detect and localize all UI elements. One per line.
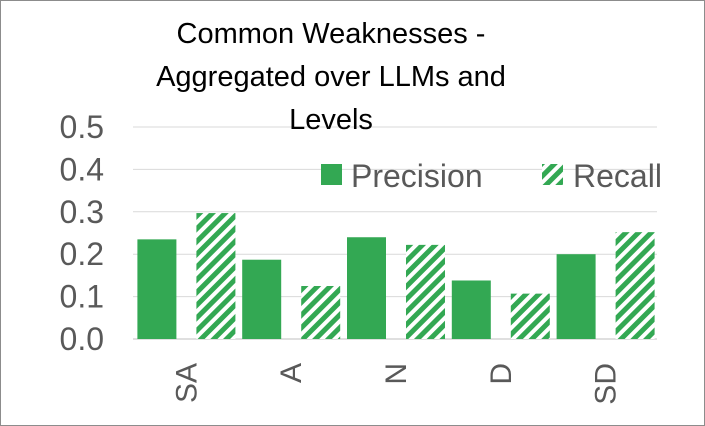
bar-recall-sd xyxy=(615,232,655,339)
legend-swatch-precision xyxy=(321,164,342,185)
x-category-label: SA xyxy=(170,363,203,403)
x-category-label: A xyxy=(275,363,308,383)
legend-label-precision: Precision xyxy=(351,158,483,194)
bar-precision-a xyxy=(242,259,282,339)
bar-precision-sa xyxy=(137,239,177,339)
bar-precision-d xyxy=(451,280,491,339)
bar-precision-n xyxy=(347,237,386,339)
bar-precision-sd xyxy=(556,254,596,339)
x-category-label: SD xyxy=(590,363,623,405)
bar-recall-a xyxy=(301,286,341,339)
y-axis-ticks: 0.0 0.1 0.2 0.3 0.4 0.5 xyxy=(60,109,104,357)
legend-label-recall: Recall xyxy=(573,158,662,194)
y-tick-label: 0.4 xyxy=(60,151,104,187)
x-category-label: N xyxy=(380,363,413,385)
bar-recall-n xyxy=(406,244,445,339)
y-tick-label: 0.2 xyxy=(60,236,104,272)
chart-title: Common Weaknesses - Aggregated over LLMs … xyxy=(156,18,506,136)
y-tick-label: 0.1 xyxy=(60,279,104,315)
y-tick-label: 0.3 xyxy=(60,194,104,230)
chart-title-line: Aggregated over LLMs and xyxy=(156,61,506,93)
legend-swatch-recall xyxy=(542,164,563,185)
x-axis-categories: SA A N D SD xyxy=(170,363,622,405)
chart-title-line: Common Weaknesses - xyxy=(177,18,486,50)
y-tick-label: 0.5 xyxy=(60,109,104,145)
bar-recall-d xyxy=(510,293,550,339)
chart-title-line: Levels xyxy=(289,104,373,136)
x-category-label: D xyxy=(485,363,518,385)
y-tick-label: 0.0 xyxy=(60,321,104,357)
legend: Precision Recall xyxy=(321,158,662,194)
bars xyxy=(137,213,655,339)
bar-recall-sa xyxy=(196,213,236,339)
